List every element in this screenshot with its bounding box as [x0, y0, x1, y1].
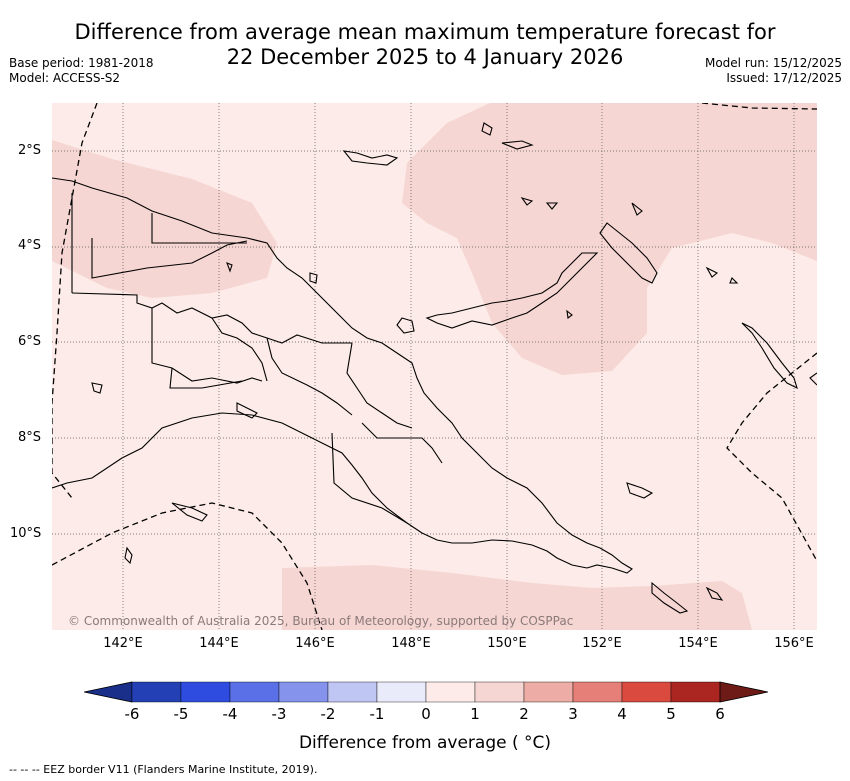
anomaly-region-south — [282, 565, 752, 630]
colorbar-extend-low — [83, 681, 133, 703]
colorbar-segment — [376, 681, 427, 703]
eez-borders — [52, 103, 817, 630]
colorbar-segment — [180, 681, 231, 703]
colorbar-tick-label: 3 — [568, 705, 578, 723]
title-line-1: Difference from average mean maximum tem… — [74, 20, 776, 44]
colorbar-segment — [327, 681, 378, 703]
model-name: Model: ACCESS-S2 — [9, 71, 121, 85]
colorbar-tick-label: 5 — [666, 705, 676, 723]
colorbar-segment — [670, 681, 721, 703]
anomaly-region-north-east — [402, 103, 817, 375]
copyright-notice: © Commonwealth of Australia 2025, Bureau… — [68, 614, 574, 628]
colorbar-segment — [621, 681, 672, 703]
map-title: Difference from average mean maximum tem… — [0, 20, 850, 70]
colorbar-tick-label: -2 — [320, 705, 336, 723]
eez-legend: -- -- -- EEZ border V11 (Flanders Marine… — [9, 763, 318, 776]
colorbar-segment — [523, 681, 574, 703]
colorbar-tick-label: -1 — [369, 705, 385, 723]
lon-label-146e: 146°E — [295, 636, 335, 651]
colorbar-svg — [83, 681, 769, 703]
colorbar-segment — [278, 681, 329, 703]
colorbar-tick-label: 2 — [519, 705, 529, 723]
lat-label-8s: 8°S — [18, 430, 42, 445]
lat-label-6s: 6°S — [18, 334, 42, 349]
colorbar-label: Difference from average ( °C) — [298, 733, 552, 753]
colorbar-tick-label: 1 — [470, 705, 480, 723]
base-period: Base period: 1981-2018 — [9, 56, 154, 70]
title-line-2: 22 December 2025 to 4 January 2026 — [226, 45, 624, 69]
meta-left: Base period: 1981-2018 Model: ACCESS-S2 — [9, 56, 154, 86]
colorbar-tick-label: 4 — [617, 705, 627, 723]
colorbar-tick-label: -3 — [271, 705, 287, 723]
lon-label-152e: 152°E — [582, 636, 622, 651]
colorbar-tick-label: 0 — [421, 705, 431, 723]
colorbar-tick-label: 6 — [715, 705, 725, 723]
colorbar-extend-high — [719, 681, 769, 703]
map-svg — [52, 103, 817, 630]
forecast-map — [52, 103, 817, 630]
meta-right: Model run: 15/12/2025 Issued: 17/12/2025 — [705, 56, 842, 86]
colorbar-tick-label: -5 — [173, 705, 189, 723]
lon-label-150e: 150°E — [487, 636, 527, 651]
issued-date: Issued: 17/12/2025 — [726, 71, 842, 85]
lon-label-154e: 154°E — [678, 636, 718, 651]
colorbar-ticks: -6 -5 -4 -3 -2 -1 0 1 2 3 4 5 6 — [0, 705, 850, 725]
coastlines — [52, 122, 817, 614]
lat-label-4s: 4°S — [18, 238, 42, 253]
colorbar-segment — [131, 681, 182, 703]
colorbar-segment — [572, 681, 623, 703]
lon-label-148e: 148°E — [391, 636, 431, 651]
colorbar-tick-label: -4 — [222, 705, 238, 723]
gridlines — [52, 103, 817, 630]
lon-label-156e: 156°E — [774, 636, 814, 651]
lon-label-142e: 142°E — [103, 636, 143, 651]
lon-label-144e: 144°E — [199, 636, 239, 651]
anomaly-region-west — [52, 140, 277, 298]
model-run: Model run: 15/12/2025 — [704, 56, 842, 70]
lat-label-2s: 2°S — [18, 143, 42, 158]
colorbar — [83, 676, 769, 706]
lat-label-10s: 10°S — [10, 526, 42, 541]
colorbar-segment — [474, 681, 525, 703]
colorbar-segment — [425, 681, 476, 703]
colorbar-tick-label: -6 — [124, 705, 140, 723]
colorbar-segment — [229, 681, 280, 703]
